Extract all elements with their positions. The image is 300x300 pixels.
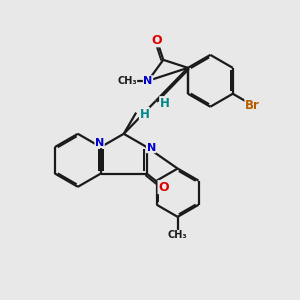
Text: O: O: [158, 181, 169, 194]
Text: H: H: [140, 108, 149, 121]
Text: CH₃: CH₃: [168, 230, 188, 240]
Text: N: N: [143, 76, 153, 86]
Text: CH₃: CH₃: [117, 76, 137, 86]
Text: O: O: [152, 34, 162, 47]
Text: N: N: [146, 142, 156, 153]
Text: Br: Br: [245, 99, 260, 112]
Text: H: H: [160, 97, 170, 110]
Text: N: N: [95, 138, 104, 148]
